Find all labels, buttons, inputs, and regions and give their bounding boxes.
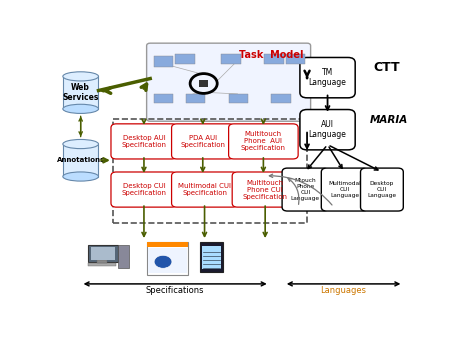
FancyBboxPatch shape xyxy=(360,168,403,211)
Text: Multimodal CUI
Specification: Multimodal CUI Specification xyxy=(178,183,230,196)
Bar xyxy=(112,119,307,223)
FancyBboxPatch shape xyxy=(228,124,297,159)
Bar xyxy=(118,245,129,268)
Text: Desktop
CUI
Language: Desktop CUI Language xyxy=(367,181,396,198)
Bar xyxy=(153,56,173,67)
Bar xyxy=(63,144,98,176)
Text: Web
Services: Web Services xyxy=(62,83,99,102)
Bar xyxy=(285,54,305,64)
Text: Languages: Languages xyxy=(319,286,365,295)
Circle shape xyxy=(154,255,172,268)
Text: Annotations: Annotations xyxy=(56,157,105,163)
FancyBboxPatch shape xyxy=(281,168,328,211)
Bar xyxy=(200,242,223,272)
Ellipse shape xyxy=(63,140,98,149)
Bar xyxy=(96,261,107,263)
Text: CTT: CTT xyxy=(372,62,399,74)
Ellipse shape xyxy=(63,104,98,114)
Bar xyxy=(185,94,205,103)
FancyBboxPatch shape xyxy=(232,172,297,207)
Bar xyxy=(146,242,187,275)
FancyBboxPatch shape xyxy=(111,124,177,159)
Text: Multitouch
Phone CUI
Specification: Multitouch Phone CUI Specification xyxy=(242,179,287,199)
Bar xyxy=(199,80,207,87)
Bar xyxy=(221,54,241,64)
Text: Mtouch
Phone
CUI
Language: Mtouch Phone CUI Language xyxy=(290,178,319,201)
FancyBboxPatch shape xyxy=(146,43,310,121)
FancyBboxPatch shape xyxy=(111,172,177,207)
FancyBboxPatch shape xyxy=(320,168,367,211)
Bar xyxy=(90,247,115,260)
Ellipse shape xyxy=(63,72,98,81)
Text: Task  Model: Task Model xyxy=(239,50,303,60)
FancyBboxPatch shape xyxy=(171,124,234,159)
FancyBboxPatch shape xyxy=(171,172,237,207)
Bar xyxy=(88,245,118,262)
Text: TM
Language: TM Language xyxy=(308,68,346,87)
Bar xyxy=(271,94,291,103)
Bar xyxy=(88,263,116,266)
Text: Multitouch
Phone  AUI
Specification: Multitouch Phone AUI Specification xyxy=(241,131,285,151)
Bar xyxy=(202,246,221,269)
Bar xyxy=(153,94,173,103)
Bar xyxy=(63,76,98,109)
Text: Desktop CUI
Specification: Desktop CUI Specification xyxy=(121,183,166,196)
Bar xyxy=(147,248,186,273)
FancyBboxPatch shape xyxy=(299,110,354,150)
Text: MARIA: MARIA xyxy=(369,115,407,125)
Text: PDA AUI
Specification: PDA AUI Specification xyxy=(180,135,225,148)
FancyBboxPatch shape xyxy=(299,57,354,98)
Ellipse shape xyxy=(63,172,98,181)
Text: Desktop AUI
Specification: Desktop AUI Specification xyxy=(121,135,166,148)
Text: Multimodal
CUI
Language: Multimodal CUI Language xyxy=(327,181,360,198)
Bar xyxy=(146,242,187,247)
Bar xyxy=(175,54,194,64)
Text: Specifications: Specifications xyxy=(146,286,204,295)
Text: AUI
Language: AUI Language xyxy=(308,120,346,139)
Bar xyxy=(228,94,248,103)
Bar xyxy=(264,54,283,64)
